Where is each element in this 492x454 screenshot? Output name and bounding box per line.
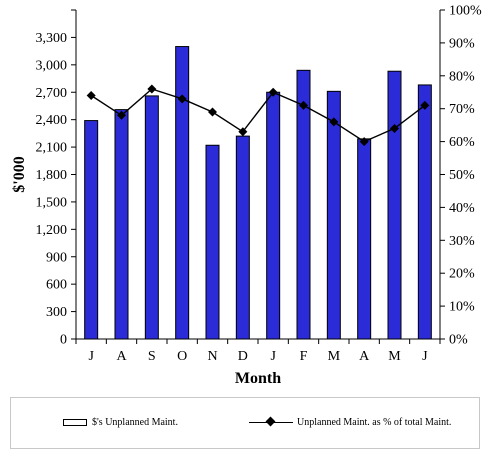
left-tick-label: 1,500	[36, 195, 68, 210]
bar	[417, 84, 432, 340]
line-point	[268, 87, 278, 97]
x-tick-label: F	[300, 349, 308, 364]
left-tick-label: 300	[46, 305, 67, 320]
x-tick-label: A	[359, 349, 370, 364]
left-tick-label: 2,700	[36, 86, 68, 101]
right-tick-label: 70%	[449, 102, 475, 117]
right-tick-label: 40%	[449, 201, 475, 216]
left-tick-label: 0	[60, 333, 67, 348]
left-tick-label: 900	[46, 250, 67, 265]
x-axis-title: Month	[235, 370, 281, 387]
line-point	[329, 117, 339, 127]
bar	[114, 109, 129, 340]
x-tick-label: J	[270, 349, 276, 364]
bar	[144, 95, 159, 340]
line-point	[208, 107, 217, 117]
left-tick-label: 2,100	[36, 141, 68, 156]
legend-label-bar-series: $'s Unplanned Maint.	[92, 417, 178, 428]
x-tick-label: M	[328, 349, 341, 364]
right-tick-label: 10%	[449, 300, 475, 315]
right-tick-label: 100%	[449, 4, 482, 19]
line-point	[86, 91, 96, 101]
legend-item-line-series: Unplanned Maint. as % of total Maint.	[249, 416, 452, 428]
bar	[357, 138, 372, 340]
legend: $'s Unplanned Maint. Unplanned Maint. as…	[10, 397, 480, 449]
legend-item-bar-series: $'s Unplanned Maint.	[63, 417, 178, 428]
right-tick-label: 60%	[449, 135, 475, 150]
x-tick-label: J	[88, 349, 94, 364]
left-tick-label: 600	[46, 278, 67, 293]
legend-label-line-series: Unplanned Maint. as % of total Maint.	[297, 417, 452, 428]
right-tick-label: 20%	[449, 267, 475, 282]
bar	[175, 46, 190, 340]
right-tick-label: 80%	[449, 69, 475, 84]
line-point	[117, 110, 126, 120]
line-point	[177, 94, 187, 104]
bar	[205, 144, 220, 340]
y-axis-title: $'000	[11, 156, 28, 192]
line-point	[390, 123, 399, 133]
bar	[326, 90, 341, 340]
line-point	[359, 137, 369, 147]
right-tick-label: 0%	[449, 333, 468, 348]
bar	[387, 70, 402, 340]
bar	[235, 135, 250, 340]
x-tick-label: M	[388, 349, 401, 364]
left-tick-label: 3,000	[36, 58, 68, 73]
line-point	[238, 127, 248, 137]
right-tick-label: 90%	[449, 36, 475, 51]
bar	[266, 91, 281, 340]
line-point	[299, 100, 308, 110]
bar	[296, 69, 311, 340]
x-tick-label: D	[238, 349, 248, 364]
line-series	[90, 88, 426, 143]
x-tick-label: A	[116, 349, 127, 364]
left-tick-label: 1,800	[36, 168, 68, 183]
left-tick-label: 2,400	[36, 113, 68, 128]
chart-area: 0 300 600 900 1,200 1,500 1,800 2,100 2,400 2,700…	[11, 4, 482, 388]
right-tick-label: 50%	[449, 168, 475, 183]
x-tick-label: J	[422, 349, 428, 364]
bar	[84, 120, 99, 340]
x-tick-label: N	[207, 349, 217, 364]
left-tick-label: 1,200	[36, 223, 68, 238]
legend-line-swatch	[249, 416, 293, 427]
right-tick-label: 30%	[449, 234, 475, 249]
x-tick-label: O	[177, 349, 187, 364]
legend-bar-swatch	[63, 419, 87, 426]
line-point	[147, 84, 157, 94]
x-tick-label: S	[148, 349, 156, 364]
left-tick-label: 3,300	[36, 31, 68, 46]
line-point	[420, 100, 430, 110]
